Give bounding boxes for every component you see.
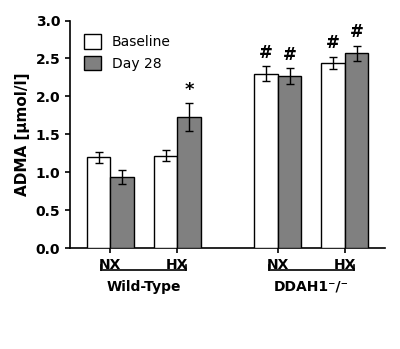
Bar <box>154 156 177 248</box>
Bar <box>321 63 345 248</box>
Bar <box>87 157 110 248</box>
Text: Wild-Type: Wild-Type <box>106 280 181 294</box>
Bar <box>110 177 134 248</box>
Y-axis label: ADMA [µmol/l]: ADMA [µmol/l] <box>15 73 30 196</box>
Text: #: # <box>326 35 340 52</box>
Text: #: # <box>259 44 273 61</box>
Text: DDAH1⁻/⁻: DDAH1⁻/⁻ <box>274 280 349 294</box>
Bar <box>278 76 301 248</box>
Bar <box>254 74 278 248</box>
Text: *: * <box>184 81 194 99</box>
Bar <box>177 117 201 248</box>
Text: #: # <box>282 46 296 64</box>
Bar <box>345 53 368 248</box>
Text: #: # <box>350 23 364 41</box>
Legend: Baseline, Day 28: Baseline, Day 28 <box>77 28 178 78</box>
